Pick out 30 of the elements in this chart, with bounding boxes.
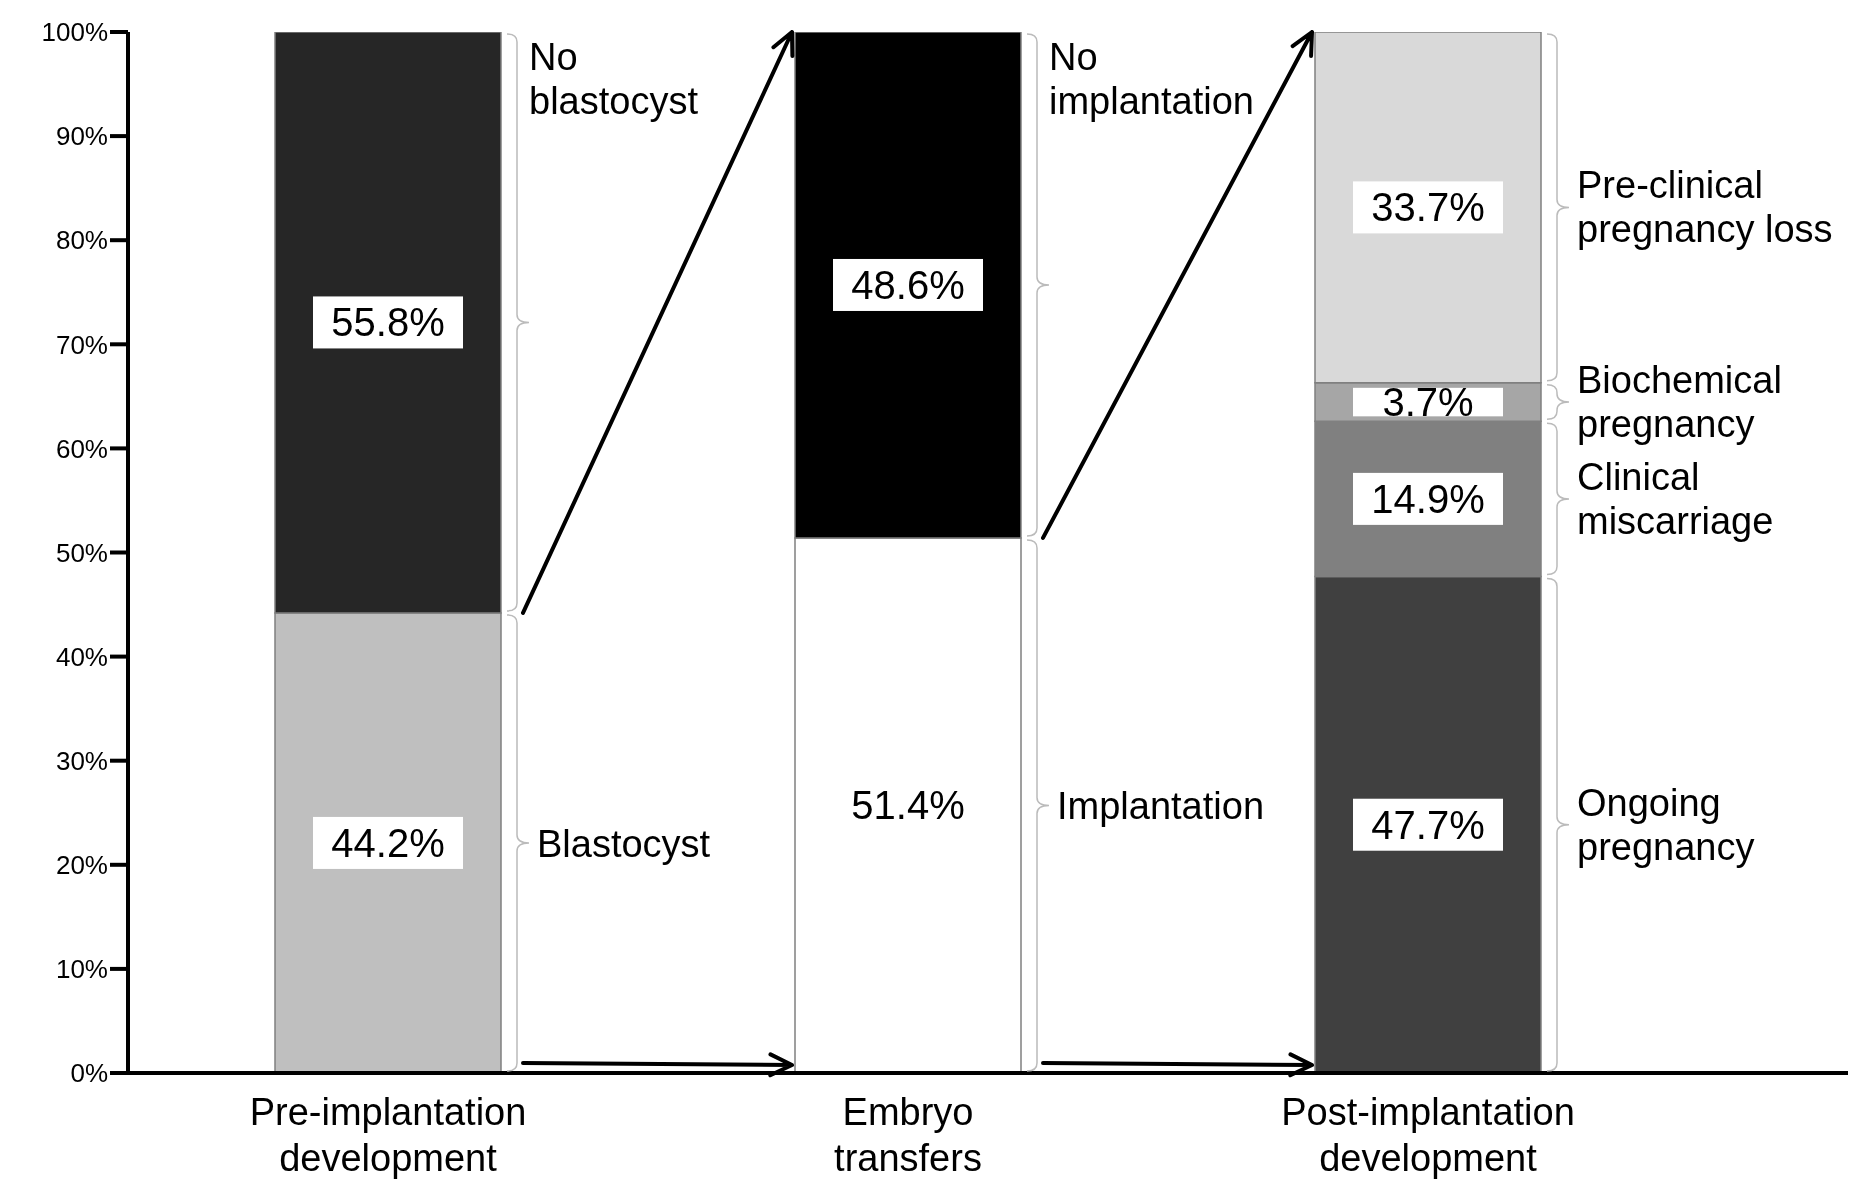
- data-label: 51.4%: [851, 783, 965, 828]
- data-label: 3.7%: [1382, 380, 1474, 425]
- y-tick-label: 90%: [55, 121, 108, 152]
- annotation: Clinical miscarriage: [1577, 455, 1774, 542]
- data-label: 44.2%: [331, 820, 445, 865]
- y-tick-label: 80%: [55, 225, 108, 256]
- annotation: Implantation: [1057, 785, 1265, 828]
- annotation: No blastocyst: [529, 36, 699, 122]
- data-label: 47.7%: [1371, 802, 1485, 847]
- y-tick-label: 40%: [55, 641, 108, 672]
- y-tick-label: 60%: [55, 433, 108, 464]
- x-tick-label: Embryo transfers: [834, 1091, 982, 1179]
- data-label: 48.6%: [851, 262, 965, 307]
- annotation: Blastocyst: [537, 822, 711, 865]
- annotation: Pre-clinical pregnancy loss: [1577, 164, 1833, 251]
- x-tick-label: Pre-implantation development: [249, 1091, 527, 1179]
- annotation: No implantation: [1049, 36, 1254, 122]
- y-tick-label: 50%: [55, 537, 108, 568]
- y-tick-label: 70%: [55, 329, 108, 360]
- y-tick-label: 0%: [70, 1058, 108, 1089]
- data-label: 33.7%: [1371, 185, 1485, 230]
- annotation: Ongoing pregnancy: [1577, 781, 1755, 868]
- y-tick-label: 10%: [55, 954, 108, 985]
- y-tick-label: 20%: [55, 850, 108, 881]
- y-tick-label: 30%: [55, 745, 108, 776]
- data-label: 55.8%: [331, 300, 445, 345]
- y-tick-label: 100%: [41, 17, 108, 48]
- annotation: Biochemical pregnancy: [1577, 359, 1782, 446]
- x-tick-label: Post-implantation development: [1281, 1091, 1575, 1179]
- data-label: 14.9%: [1371, 476, 1485, 521]
